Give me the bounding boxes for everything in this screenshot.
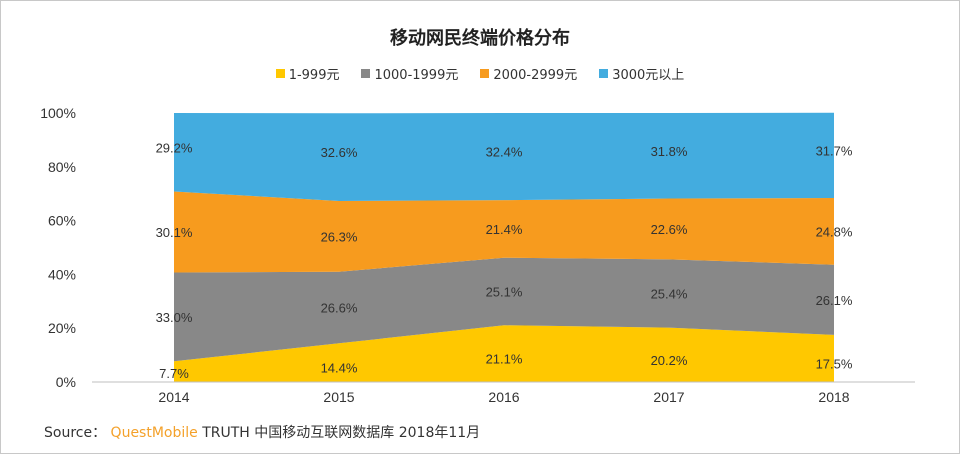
- area-series-3: [174, 191, 834, 273]
- legend-label-1: 1-999元: [288, 68, 340, 83]
- data-label: 25.1%: [486, 284, 523, 299]
- data-label: 21.1%: [486, 352, 523, 367]
- legend-swatch-4: [599, 69, 609, 78]
- data-label: 17.5%: [816, 356, 853, 371]
- area-series-2: [174, 257, 834, 362]
- y-tick-label: 60%: [48, 213, 76, 229]
- legend-swatch-1: [275, 69, 285, 78]
- y-tick-label: 100%: [40, 105, 76, 121]
- x-tick-label: 2018: [818, 389, 849, 405]
- data-label: 26.3%: [321, 229, 358, 244]
- y-tick-label: 40%: [48, 266, 76, 282]
- data-label: 31.7%: [816, 143, 853, 158]
- x-tick-label: 2015: [323, 389, 354, 405]
- data-label: 32.6%: [321, 145, 358, 160]
- data-label: 20.2%: [651, 353, 688, 368]
- data-label: 25.4%: [651, 286, 688, 301]
- x-tick-label: 2017: [653, 389, 684, 405]
- source-note: Source： QuestMobile TRUTH 中国移动互联网数据库 201…: [44, 422, 480, 442]
- data-label: 26.6%: [321, 300, 358, 315]
- legend-item-4: 3000元以上: [599, 64, 684, 83]
- y-tick-label: 0%: [56, 374, 76, 390]
- data-label: 31.8%: [651, 144, 688, 159]
- legend-item-2: 1000-1999元: [361, 64, 458, 83]
- legend-label-3: 2000-2999元: [493, 68, 578, 83]
- legend-item-1: 1-999元: [275, 64, 340, 83]
- legend-swatch-3: [480, 69, 490, 78]
- y-tick-label: 20%: [48, 320, 76, 336]
- source-prefix: Source：: [44, 425, 107, 441]
- data-label: 33.0%: [156, 310, 193, 325]
- x-tick-label: 2014: [158, 389, 189, 405]
- legend: 1-999元 1000-1999元 2000-2999元 3000元以上: [0, 64, 960, 83]
- data-label: 14.4%: [321, 361, 358, 376]
- data-label: 26.1%: [816, 293, 853, 308]
- legend-label-4: 3000元以上: [612, 68, 685, 83]
- chart-title: 移动网民终端价格分布: [390, 28, 570, 49]
- source-brand: QuestMobile: [110, 425, 198, 441]
- data-label: 22.6%: [651, 222, 688, 237]
- source-suffix: TRUTH 中国移动互联网数据库 2018年11月: [197, 425, 481, 441]
- area-series-4: [174, 112, 834, 201]
- data-label: 21.4%: [486, 222, 523, 237]
- data-label: 32.4%: [486, 145, 523, 160]
- data-label: 30.1%: [156, 225, 193, 240]
- x-tick-label: 2016: [488, 389, 519, 405]
- data-label: 29.2%: [156, 140, 193, 155]
- legend-swatch-2: [361, 69, 371, 78]
- data-label: 24.8%: [816, 224, 853, 239]
- legend-item-3: 2000-2999元: [480, 64, 577, 83]
- area-series-1: [174, 325, 834, 382]
- data-label: 7.7%: [159, 366, 189, 381]
- y-tick-label: 80%: [48, 159, 76, 175]
- legend-label-2: 1000-1999元: [374, 68, 459, 83]
